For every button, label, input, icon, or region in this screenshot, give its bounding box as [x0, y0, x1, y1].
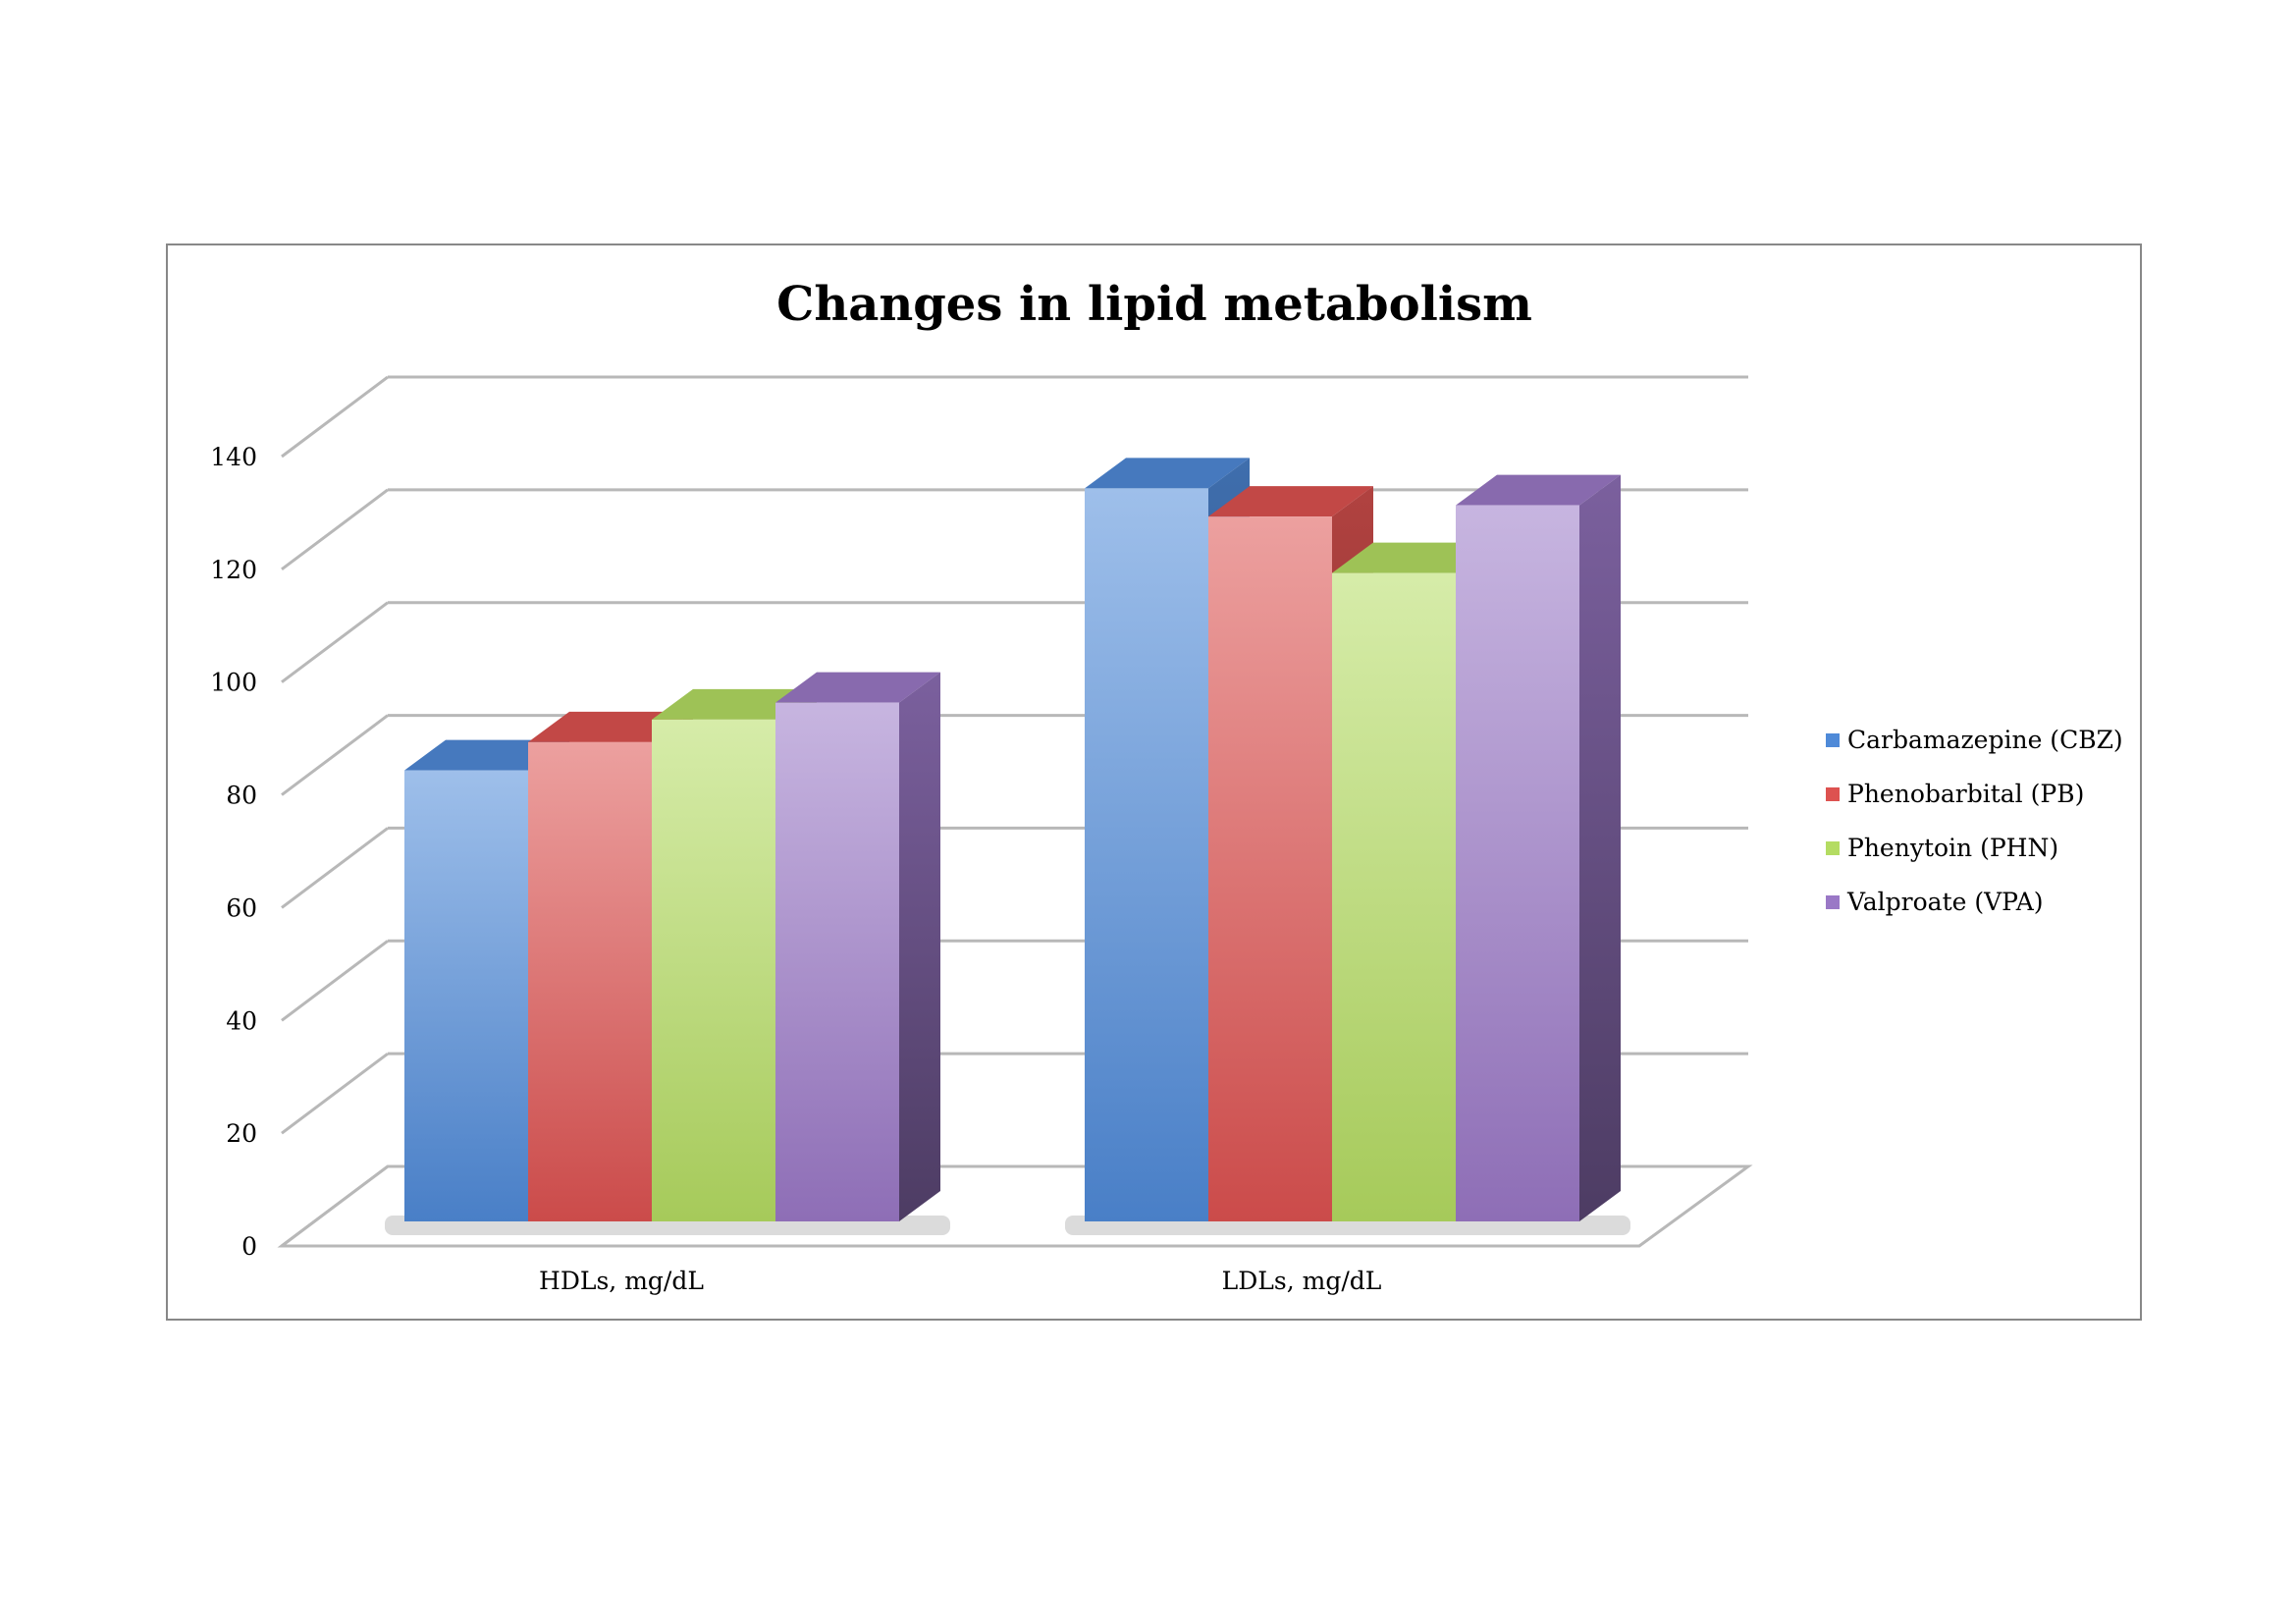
bar-top	[1456, 474, 1621, 506]
legend-label: Phenytoin (PHN)	[1847, 834, 2058, 862]
bar-side	[1579, 474, 1621, 1222]
legend-label: Phenobarbital (PB)	[1847, 780, 2084, 808]
side-gridline	[281, 601, 389, 683]
y-tick-label: 0	[241, 1232, 257, 1261]
bar	[528, 741, 652, 1221]
bar	[652, 719, 775, 1221]
side-gridline	[281, 714, 389, 796]
y-tick-label: 40	[226, 1006, 257, 1035]
bars	[385, 458, 1630, 1235]
bar-top	[1208, 486, 1373, 517]
legend-label: Valproate (VPA)	[1846, 888, 2044, 916]
y-tick-label: 140	[210, 443, 257, 471]
legend-label: Carbamazepine (CBZ)	[1847, 726, 2123, 754]
y-tick-label: 80	[226, 782, 257, 810]
x-axis-labels: HDLs, mg/dL LDLs, mg/dL	[539, 1267, 1381, 1295]
bar	[404, 770, 528, 1221]
bar	[1456, 505, 1579, 1221]
side-gridline	[281, 375, 389, 459]
x-tick-label: LDLs, mg/dL	[1222, 1267, 1382, 1295]
legend: Carbamazepine (CBZ) Phenobarbital (PB) Phe…	[1826, 726, 2123, 916]
y-tick-label: 100	[210, 669, 257, 697]
y-tick-label: 120	[210, 556, 257, 584]
side-gridline	[281, 1052, 389, 1135]
side-gridline	[281, 940, 389, 1022]
bar	[1332, 572, 1456, 1221]
legend-swatch	[1826, 841, 1840, 855]
bar	[1085, 488, 1208, 1221]
x-tick-label: HDLs, mg/dL	[539, 1267, 704, 1295]
bar-side	[899, 672, 940, 1221]
y-axis-ticks: 0 20 40 60 80 100 120 140	[210, 443, 257, 1261]
legend-swatch	[1826, 733, 1840, 747]
bar-top	[1085, 458, 1250, 489]
chart-title: Changes in lipid metabolism	[776, 277, 1532, 332]
bar	[1208, 516, 1332, 1221]
side-gridline	[281, 827, 389, 909]
side-gridline	[281, 488, 389, 571]
y-tick-label: 20	[226, 1119, 257, 1148]
bar	[775, 702, 899, 1221]
y-tick-label: 60	[226, 893, 257, 922]
bar-top	[775, 672, 940, 703]
legend-swatch	[1826, 895, 1840, 909]
legend-swatch	[1826, 787, 1840, 801]
